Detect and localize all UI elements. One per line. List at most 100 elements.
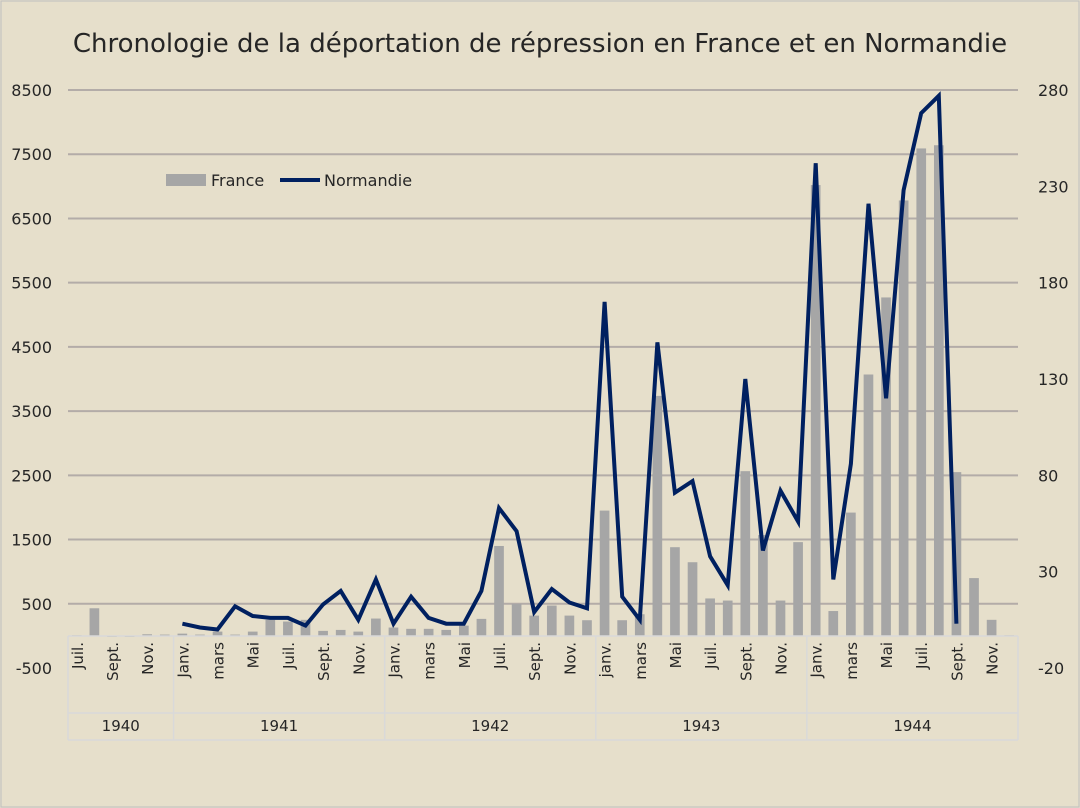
month-label: Nov. [350,642,368,675]
left-tick-label: 2500 [11,466,52,485]
month-label: Sept. [948,642,966,681]
bar-france [828,611,839,636]
right-tick-label: 280 [1038,81,1069,100]
bar-france [564,615,575,636]
bar-france [247,631,258,636]
right-tick-label: 30 [1038,563,1058,582]
bar-france [634,614,645,636]
month-label: mars [843,642,861,680]
chart-title: Chronologie de la déportation de répress… [73,29,1007,59]
month-label: Juil. [280,642,298,670]
month-label: mars [210,642,228,680]
month-label: Nov. [561,642,579,675]
month-label: Sept. [104,642,122,681]
right-tick-label: 80 [1038,466,1058,485]
year-label: 1940 [102,717,140,735]
month-label: Sept. [737,642,755,681]
left-tick-label: 500 [21,595,52,614]
bar-france [582,620,592,636]
bar-france [758,535,768,636]
month-label: Juil. [69,642,87,670]
bar-france [740,471,751,636]
bar-france [300,619,311,636]
bar-france [511,603,522,636]
legend-france-swatch [166,174,206,186]
bar-france [687,562,698,636]
bar-france [898,200,909,636]
bar-france [476,618,487,636]
bar-france [846,512,856,636]
bar-france [916,148,927,637]
bar-france [335,629,346,636]
month-label: Juil. [702,642,720,670]
legend-normandie-label: Normandie [324,171,412,190]
year-label: 1943 [682,717,720,735]
month-label: Juil. [491,642,509,670]
bar-france [652,395,663,636]
month-label: Janv. [174,642,192,679]
bar-france [388,627,399,636]
right-tick-label: 230 [1038,177,1069,196]
month-label: janv. [597,642,615,678]
bar-france [529,615,540,636]
month-label: Juil. [913,642,931,670]
bar-france [494,545,504,636]
bar-france [705,598,715,636]
left-tick-label: 6500 [11,209,52,228]
bar-france [722,600,733,636]
left-axis: -500 500 1500 2500 3500 4500 5500 6500 7500 8500 [11,81,52,678]
bar-france [810,185,821,636]
bar-france [546,605,557,636]
bar-france [793,542,803,636]
bar-france [353,631,364,636]
gridlines [68,89,1018,605]
year-label: 1941 [260,717,298,735]
bar-france [458,625,469,636]
bar-france [283,621,293,636]
right-tick-label: 130 [1038,370,1069,389]
bar-france [406,628,416,636]
left-tick-label: 1500 [11,531,52,550]
right-tick-label: 180 [1038,274,1069,293]
bar-france [371,618,381,636]
bar-france [670,547,680,636]
left-tick-label: 5500 [11,274,52,293]
legend-france-label: France [211,171,264,190]
france-bars [71,145,1015,637]
bar-france [617,620,628,636]
month-label: Janv. [808,642,826,679]
legend: France Normandie [166,171,412,190]
normandie-line-group [181,91,959,632]
bar-france [265,619,276,636]
month-label: mars [421,642,439,680]
month-label: mars [632,642,650,680]
bar-france [969,578,979,636]
right-axis: -20 30 80 130 180 230 280 [1038,81,1069,678]
month-label: Nov. [984,642,1002,675]
bar-france [775,600,786,636]
month-label: Sept. [315,642,333,681]
bar-france [89,608,100,636]
bar-france [863,374,874,636]
month-label: Mai [667,642,685,668]
bar-france [212,631,223,636]
bar-france [177,633,188,636]
bar-france [986,619,997,636]
bar-france [318,630,328,636]
x-axis: Juil. Sept. Nov. Janv. mars Mai Juil. Sept. Nov.… [67,635,1019,741]
month-label: Nov. [773,642,791,675]
bar-france [423,628,434,636]
bar-france [933,145,944,636]
month-label: Mai [878,642,896,668]
bar-france [441,629,452,636]
year-label: 1944 [893,717,931,735]
year-label: 1942 [471,717,509,735]
month-label: Sept. [526,642,544,681]
left-tick-label: 8500 [11,81,52,100]
bar-france [881,297,891,636]
left-tick-label: -500 [16,659,52,678]
right-tick-label: -20 [1038,659,1064,678]
bar-france [142,634,153,636]
bar-france [951,472,962,636]
